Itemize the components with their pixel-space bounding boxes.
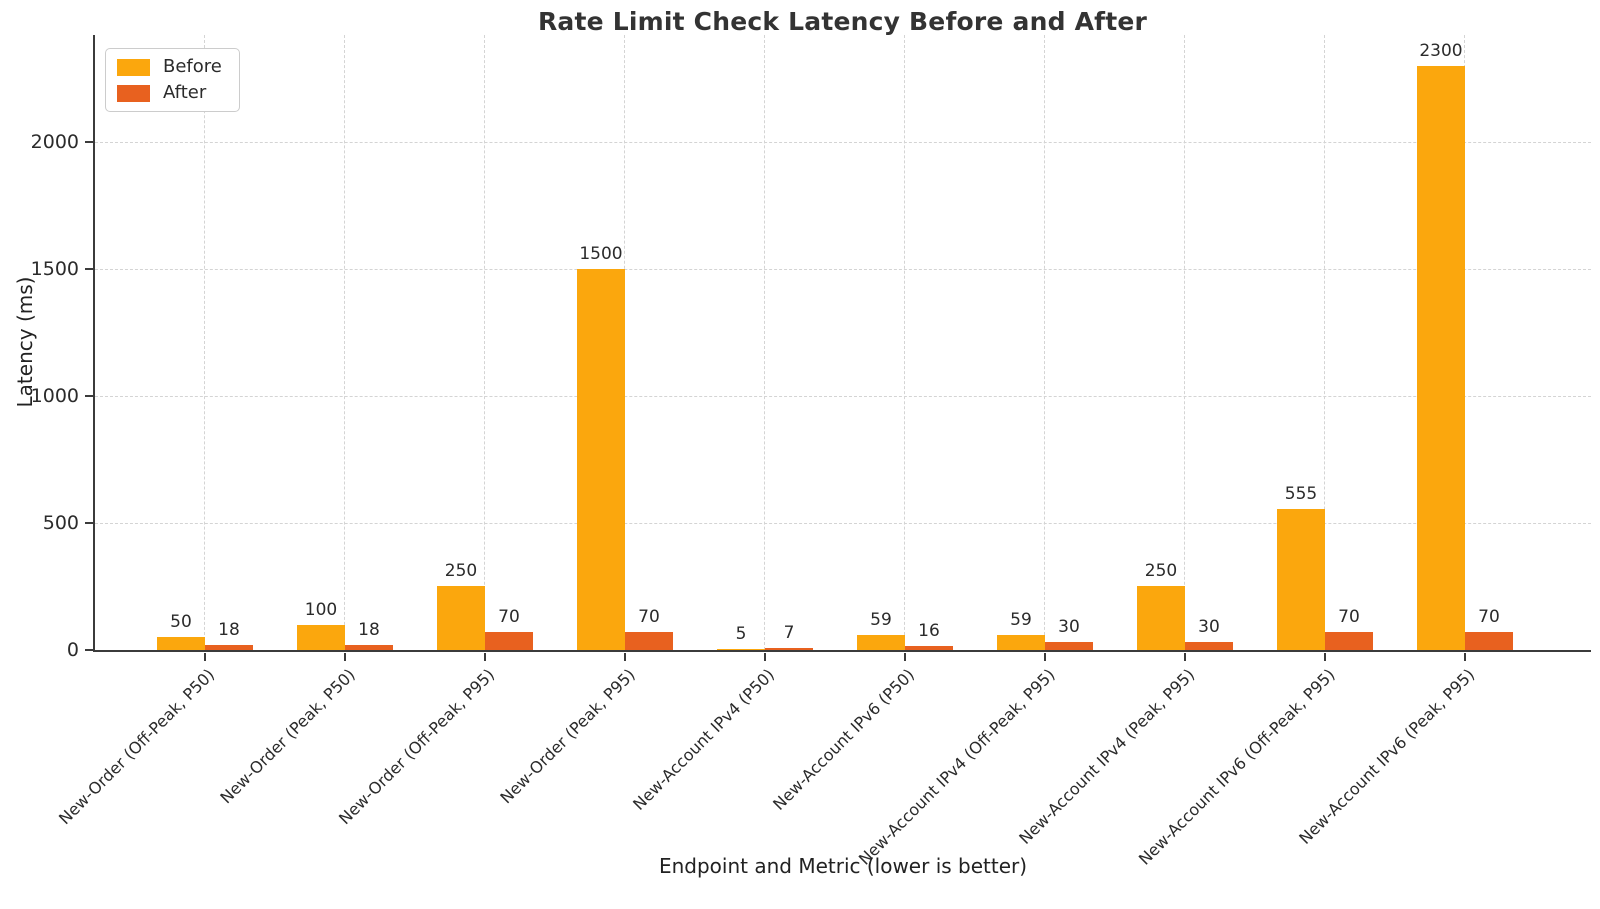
x-axis-label: Endpoint and Metric (lower is better)	[658, 854, 1028, 878]
bar-value-label: 100	[304, 599, 338, 620]
bar-after-8	[1325, 632, 1373, 650]
bar-after-1	[345, 645, 393, 650]
bar-before-4	[717, 648, 765, 650]
h-gridline	[95, 268, 1591, 270]
bar-value-label: 70	[498, 607, 520, 628]
legend: Before After	[105, 48, 240, 112]
v-gridline	[904, 35, 906, 650]
x-tick-mark	[344, 652, 346, 661]
legend-swatch-before	[117, 58, 150, 76]
bar-after-5	[905, 645, 953, 650]
bar-value-label: 70	[1338, 607, 1360, 628]
chart-title: Rate Limit Check Latency Before and Afte…	[537, 7, 1148, 36]
y-tick-label: 1500	[30, 257, 79, 280]
h-gridline	[95, 522, 1591, 524]
x-tick-label: New-Order (Peak, P95)	[496, 665, 639, 808]
bar-value-label: 70	[1478, 607, 1500, 628]
plot-area: Before After 0 500 1000 1500 2000 New-Order (…	[31, 35, 1591, 869]
bar-value-label: 2300	[1419, 40, 1463, 61]
x-tick-mark	[484, 652, 486, 661]
legend-label-before: Before	[163, 56, 222, 77]
y-tick-label: 1000	[30, 384, 79, 407]
y-tick-label: 0	[66, 639, 79, 661]
x-tick-mark	[904, 652, 906, 661]
bar-value-label: 250	[1144, 561, 1178, 582]
v-gridline	[344, 35, 346, 650]
bar-value-label: 5	[735, 623, 747, 644]
legend-item-after: After	[117, 84, 222, 102]
y-tick-mark	[84, 649, 93, 651]
v-gridline	[204, 35, 206, 650]
bar-before-0	[157, 637, 205, 650]
v-gridline	[484, 35, 486, 650]
bar-after-7	[1185, 642, 1233, 650]
bar-value-label: 16	[918, 620, 940, 641]
y-tick-mark	[84, 394, 93, 397]
y-tick-mark	[84, 140, 93, 143]
v-gridline	[764, 35, 766, 650]
bar-value-label: 18	[358, 620, 380, 641]
bar-value-label: 59	[1010, 610, 1032, 631]
bar-after-6	[1045, 642, 1093, 650]
v-gridline	[1044, 35, 1046, 650]
bar-value-label: 18	[218, 620, 240, 641]
h-gridline	[95, 395, 1591, 397]
bar-value-label: 70	[638, 607, 660, 628]
legend-label-after: After	[163, 82, 207, 103]
x-tick-mark	[764, 652, 766, 661]
x-tick-mark	[1464, 652, 1466, 661]
bar-value-label: 59	[870, 610, 892, 631]
x-tick-mark	[1044, 652, 1046, 661]
bar-before-3	[577, 268, 625, 650]
x-tick-label: New-Order (Peak, P50)	[216, 665, 359, 808]
x-tick-label: New-Account IPv6 (P50)	[769, 665, 919, 814]
x-tick-mark	[204, 652, 206, 661]
bar-value-label: 30	[1198, 617, 1220, 638]
x-tick-label: New-Account IPv4 (P50)	[629, 665, 779, 814]
y-tick-label: 500	[42, 511, 79, 534]
bar-before-2	[437, 586, 485, 650]
v-gridline	[1184, 35, 1186, 650]
x-tick-mark	[1184, 652, 1186, 661]
bar-before-1	[297, 624, 345, 650]
x-tick-label: New-Order (Off-Peak, P95)	[335, 665, 499, 829]
bar-value-label: 250	[444, 561, 478, 582]
bar-value-label: 7	[783, 623, 795, 644]
bar-after-2	[485, 632, 533, 650]
bar-before-5	[857, 635, 905, 650]
bar-before-9	[1417, 65, 1465, 650]
legend-item-before: Before	[117, 58, 222, 76]
bar-value-label: 50	[170, 612, 192, 633]
bar-after-4	[765, 648, 813, 650]
bar-value-label: 30	[1058, 617, 1080, 638]
bar-before-8	[1277, 508, 1325, 650]
bar-after-9	[1465, 632, 1513, 650]
bar-before-6	[997, 635, 1045, 650]
bar-value-label: 1500	[579, 243, 623, 264]
x-tick-mark	[624, 652, 626, 661]
h-gridline	[95, 141, 1591, 143]
bar-after-0	[205, 645, 253, 650]
x-tick-mark	[1324, 652, 1326, 661]
y-tick-mark	[84, 267, 93, 270]
bar-after-3	[625, 632, 673, 650]
bar-value-label: 555	[1284, 483, 1318, 504]
y-tick-label: 2000	[30, 130, 79, 153]
bar-before-7	[1137, 586, 1185, 650]
x-tick-label: New-Order (Off-Peak, P50)	[55, 665, 219, 829]
legend-swatch-after	[117, 84, 150, 102]
y-tick-mark	[84, 521, 93, 524]
v-gridline	[1324, 35, 1326, 650]
